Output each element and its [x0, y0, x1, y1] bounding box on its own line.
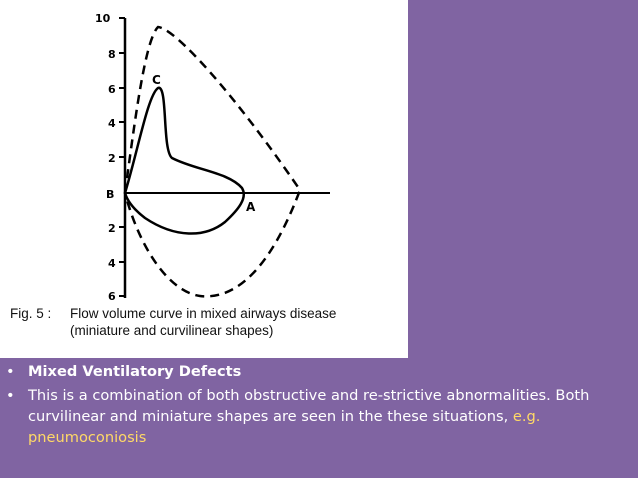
y-tick-label: 6	[108, 290, 116, 303]
y-tick-label: 8	[108, 48, 116, 61]
bullet-text: This is a combination of both obstructiv…	[28, 387, 590, 425]
bullet-list: • Mixed Ventilatory Defects • This is a …	[6, 361, 632, 451]
y-tick-label: 6	[108, 83, 116, 96]
caption-number: Fig. 5 :	[10, 306, 51, 321]
mixed-defect-loop	[123, 86, 245, 235]
y-tick-label: 2	[108, 152, 116, 165]
normal-loop-dashed	[123, 25, 302, 298]
y-tick-label: 10	[95, 12, 111, 25]
curve-label-c: C	[152, 73, 161, 87]
flow-volume-diagram: 10 8 6 4 2 B 2 4 6 C A Fig. 5 : Flow vol…	[10, 12, 336, 338]
caption-line-2: (miniature and curvilinear shapes)	[70, 323, 273, 338]
curve-label-a: A	[246, 200, 256, 214]
bullet-dot: •	[6, 387, 15, 404]
y-tick-marks	[119, 17, 125, 297]
bullet-heading: Mixed Ventilatory Defects	[28, 363, 242, 380]
origin-label: B	[106, 188, 114, 201]
highlight-example: e.g. pneumoconiosis	[28, 408, 541, 446]
figure-image: 10 8 6 4 2 B 2 4 6 C A Fig. 5 : Flow vol…	[0, 0, 408, 358]
y-tick-label: 2	[108, 222, 116, 235]
y-tick-label: 4	[108, 117, 116, 130]
bullet-dot: •	[6, 363, 15, 380]
caption-line-1: Flow volume curve in mixed airways disea…	[70, 306, 336, 321]
bullet-item: • Mixed Ventilatory Defects	[6, 361, 632, 382]
bullet-item: • This is a combination of both obstruct…	[6, 385, 632, 448]
y-tick-label: 4	[108, 257, 116, 270]
